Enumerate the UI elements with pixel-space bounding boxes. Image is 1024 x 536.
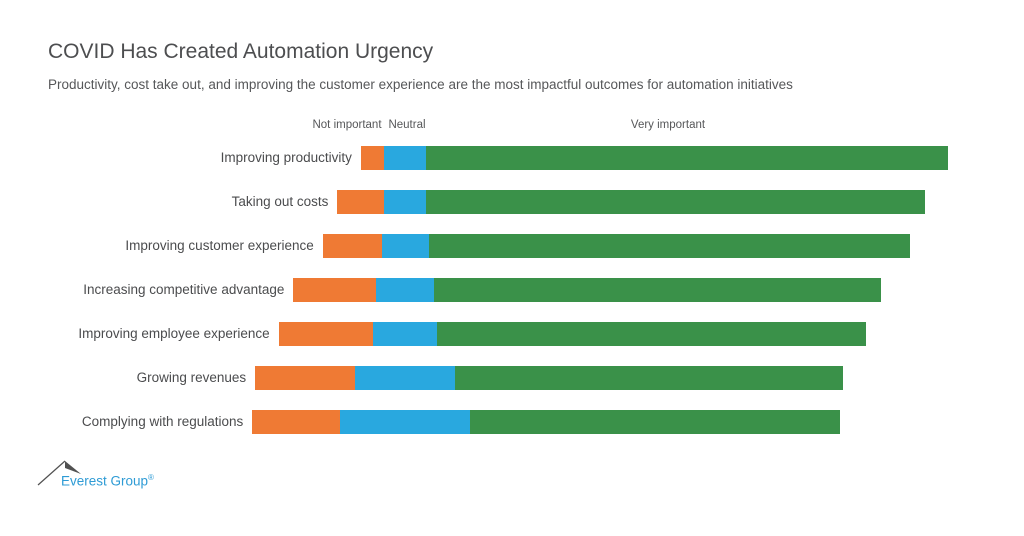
category-label: Growing revenues: [136, 370, 247, 385]
legend-neutral: Neutral: [388, 119, 426, 131]
category-label: Improving employee experience: [78, 326, 270, 341]
bar-segment-not-important: [255, 366, 356, 390]
bar-segment-not-important: [278, 322, 373, 346]
bar-segment-very-important: [434, 278, 881, 302]
logo-name: Everest Group: [61, 473, 149, 489]
page-subtitle: Productivity, cost take out, and improvi…: [48, 77, 793, 92]
bar-segment-very-important: [437, 322, 867, 346]
bar-segment-not-important: [337, 190, 385, 214]
category-label: Improving customer experience: [125, 238, 314, 253]
bar-segment-not-important: [322, 234, 382, 258]
everest-group-logo: Everest Group®: [36, 458, 166, 492]
bar-segment-not-important: [293, 278, 376, 302]
legend-very-important: Very important: [630, 119, 706, 131]
category-label: Taking out costs: [231, 194, 329, 209]
category-label: Complying with regulations: [81, 414, 244, 429]
legend-not-important: Not important: [312, 119, 382, 131]
bar-segment-neutral: [372, 322, 438, 346]
bar-segment-not-important: [360, 146, 385, 170]
mountain-peak-icon: [37, 460, 81, 486]
bar-segment-neutral: [355, 366, 455, 390]
page-title: COVID Has Created Automation Urgency: [48, 40, 434, 63]
bar-segment-neutral: [340, 410, 470, 434]
bar-segment-very-important: [469, 410, 840, 434]
bar-segment-neutral: [384, 146, 426, 170]
bar-segment-very-important: [425, 190, 925, 214]
bar-segment-neutral: [375, 278, 435, 302]
bar-segment-very-important: [425, 146, 949, 170]
bar-segment-neutral: [381, 234, 429, 258]
logo-text: Everest Group®: [61, 473, 154, 489]
bar-segment-very-important: [428, 234, 911, 258]
registered-mark: ®: [148, 473, 154, 482]
bar-segment-not-important: [252, 410, 341, 434]
category-label: Increasing competitive advantage: [83, 282, 285, 297]
bar-segment-very-important: [454, 366, 843, 390]
category-label: Improving productivity: [220, 150, 352, 165]
bar-segment-neutral: [384, 190, 426, 214]
